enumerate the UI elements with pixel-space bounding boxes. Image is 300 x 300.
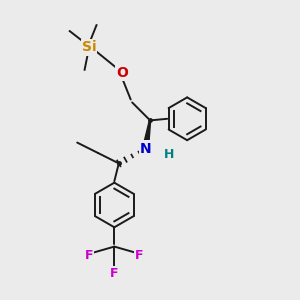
Text: H: H — [164, 148, 175, 161]
Text: F: F — [135, 249, 144, 262]
Polygon shape — [142, 120, 151, 149]
Text: O: O — [116, 66, 128, 80]
Text: Si: Si — [82, 40, 96, 55]
Text: F: F — [110, 267, 118, 280]
Text: N: N — [140, 142, 152, 155]
Text: F: F — [85, 249, 93, 262]
